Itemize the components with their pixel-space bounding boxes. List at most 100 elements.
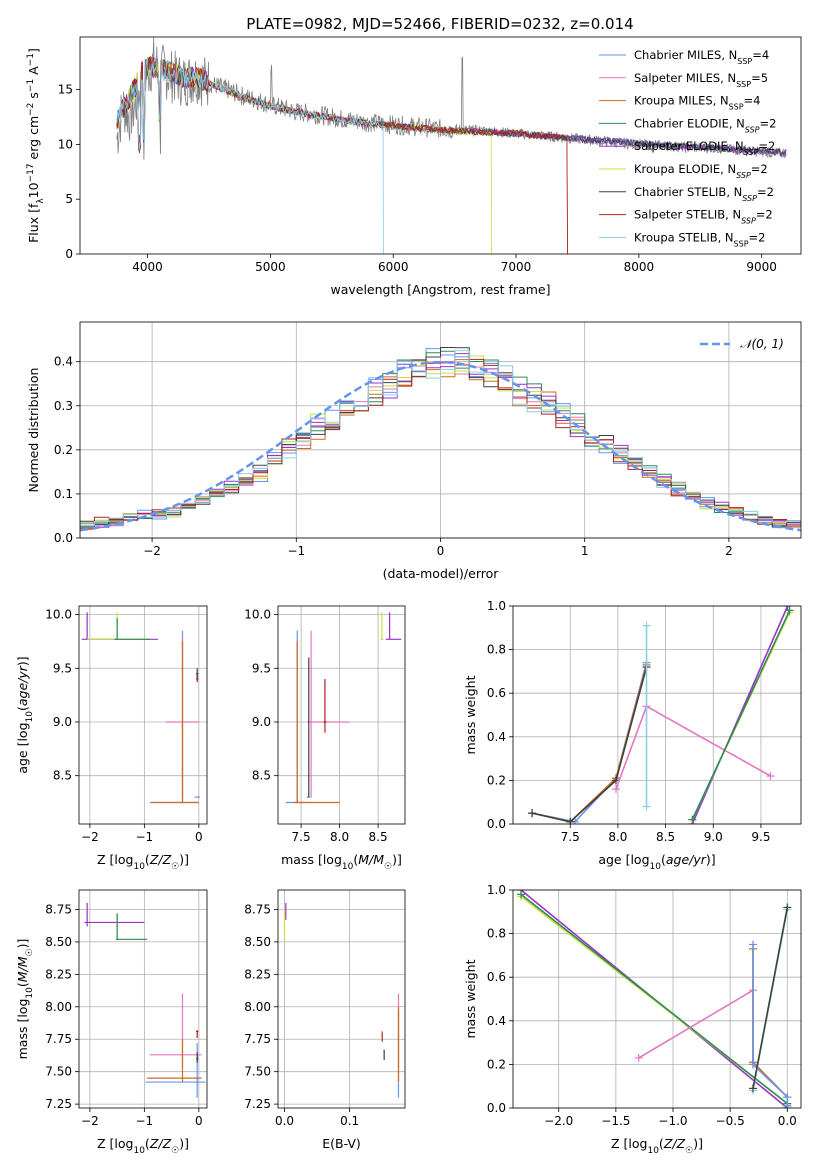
legend-entry: Salpeter STELIB, NSSP=2 [634,208,773,226]
legend-subscript: SSP [745,125,760,134]
label-part: age [log [598,852,649,867]
x-axis-label: E(B-V) [322,1136,361,1151]
legend-entry: Chabrier MILES, NSSP=4 [634,48,769,66]
y-tick-label: 8.00 [45,1000,72,1014]
y-tick-label: 0.2 [487,773,506,787]
label-part: M/M [358,852,384,867]
axes-frame [78,889,208,1109]
x-tick-label: 0.0 [778,1114,797,1128]
legend-text: Chabrier MILES, N [634,48,737,62]
label-part: )] [15,939,30,949]
mass-vs-metallicity-panel: −2 −1 07.257.507.758.008.258.508.75Z [log1… [15,889,208,1156]
axes: 7.5 8.0 8.5 9.0 9.5 0.0 0.2 0.4 0.6 0.8 1.0 [487,599,802,844]
legend-text: Kroupa MILES, N [634,94,729,108]
x-tick-label: 0 [195,830,203,844]
label-part: A [26,66,41,79]
y-axis-label: age [log10(age/yr)] [15,656,35,773]
label-part: 10 [647,1146,659,1156]
label-part: Z [log [97,852,133,867]
y-tick-label: 9.0 [53,715,72,729]
plot-area [80,347,801,532]
y-axis-label: mass [log10(M/M☉)] [15,939,35,1060]
label-part: )] [693,1136,703,1151]
mass-weight-line [752,907,789,1089]
y-tick-label: 9.5 [53,661,72,675]
label-part: s [26,92,41,103]
label-part: (data-model)/error [383,566,500,581]
label-part: mass [log [15,999,30,1060]
label-part: age/yr [666,852,707,867]
axes: −2 −1 0 8.5 9.0 9.5 10.0 [45,605,208,844]
y-tick-label: 0.4 [487,1014,506,1028]
x-tick-label: −1.0 [658,1114,687,1128]
legend-suffix: =2 [749,230,766,244]
label-part: ( [353,852,358,867]
legend-text: Kroupa ELODIE, N [634,162,736,176]
x-tick-label: 5000 [255,260,286,274]
x-axis-label: age [log10(age/yr)] [598,852,715,872]
label-part: wavelength [Angstrom, rest frame] [330,282,550,297]
y-tick-label: 7.50 [45,1065,72,1079]
label-part: ☉ [171,1146,179,1156]
axes-frame [79,36,802,255]
y-tick-label: 9.5 [252,661,271,675]
legend-suffix: =2 [757,185,774,199]
y-tick-label: 8.75 [244,902,271,916]
legend-entry: Kroupa MILES, NSSP=4 [634,94,760,112]
y-tick-label: 0.4 [487,730,506,744]
axes: −2.0 −1.5 −1.0 −0.5 0.0 0.0 0.2 0.4 0.6 0.8 1.0 [487,883,802,1128]
y-tick-label: 0.8 [487,643,506,657]
legend-subscript: SSP [736,171,751,180]
label-part: )] [15,656,30,666]
y-tick-label: 7.50 [244,1065,271,1079]
y-tick-label: 8.50 [45,935,72,949]
label-part: ( [15,706,30,711]
y-tick-label: 0.6 [487,970,506,984]
y-tick-label: 0.6 [487,686,506,700]
y-tick-label: 0.8 [487,927,506,941]
y-tick-label: 8.50 [244,935,271,949]
x-tick-label: 8.0 [330,830,349,844]
model-spectrum-line [116,57,384,254]
axes-frame [512,605,802,825]
legend-suffix: =2 [751,162,768,176]
label-part: −17 [26,163,36,182]
histogram-step-line [80,350,801,527]
label-part: Normed distribution [26,368,41,493]
plot-area [285,612,402,804]
y-tick-label: 9.0 [252,715,271,729]
x-tick-label: 0.0 [275,1114,294,1128]
plot-area [116,37,787,254]
legend-subscript: SSP [741,216,756,225]
y-tick-label: 1.0 [487,883,506,897]
label-part: Z/Z [663,1136,686,1151]
y-tick-label: 0.0 [487,817,506,831]
label-part: ( [15,982,30,987]
label-part: −1 [26,79,36,92]
residuals-panel: −2 −1 0 1 2 0.0 0.1 0.2 0.3 0.4 (data-model)/error… [26,321,802,581]
x-axis-label: Z [log10(Z/Z☉)] [97,852,189,872]
y-tick-label: 8.5 [252,769,271,783]
age-vs-mass-panel: 7.5 8.0 8.5 8.5 9.0 9.5 10.0 mass [log10(M/M☉)] [244,605,406,872]
label-part: )] [706,852,716,867]
label-part: 10 [26,182,41,198]
label-part: mass weight [463,959,478,1038]
y-tick-label: 8.75 [45,902,72,916]
y-tick-label: 1.0 [487,599,506,613]
plot-area [528,606,794,824]
plot-area [283,902,400,1098]
plot-area [517,890,792,1108]
label-part: ☉ [685,1146,693,1156]
y-tick-label: 10.0 [244,608,271,622]
mass-weight-line [691,610,791,820]
label-part: λ [36,198,46,204]
axes: 0.0 0.1 7.25 7.50 7.75 8.00 8.25 8.50 8.75 [244,889,406,1128]
figure-title: PLATE=0982, MJD=52466, FIBERID=0232, z=0… [246,15,633,33]
data-spectrum-line [116,37,787,160]
label-part: ☉ [171,862,179,872]
x-tick-label: −1 [136,1114,154,1128]
label-part: Z [log [97,1136,133,1151]
label-part: ( [145,852,150,867]
